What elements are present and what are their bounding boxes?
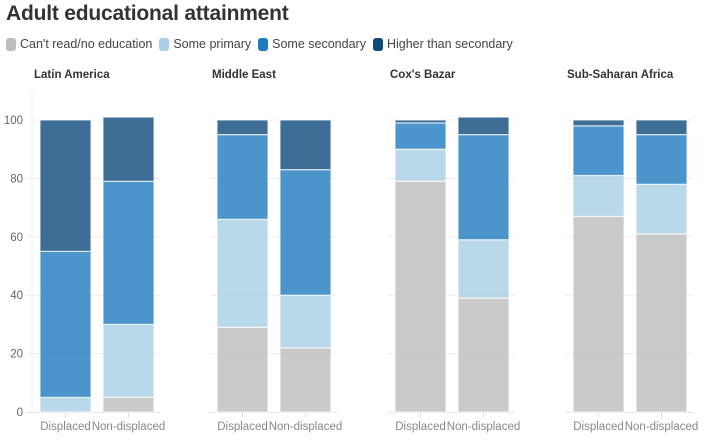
bar-segment — [394, 180, 447, 413]
y-tick-label: 60 — [10, 232, 23, 244]
x-tick-label: Displaced — [573, 421, 624, 433]
panel-title: Sub-Saharan Africa — [567, 69, 674, 81]
x-tick-label: Non-displaced — [625, 421, 699, 433]
bar-segment — [635, 119, 688, 136]
x-tick-label: Non-displaced — [447, 421, 521, 433]
x-tick-label: Non-displaced — [92, 421, 166, 433]
bar-segment — [102, 116, 155, 182]
bar-segment — [39, 396, 92, 413]
bar-segment — [216, 218, 269, 328]
bar-segment — [279, 169, 332, 296]
legend-label: Higher than secondary — [386, 37, 513, 51]
chart-title: Adult educational attainment — [6, 2, 289, 25]
bar-segment — [39, 119, 92, 252]
bar-segment — [216, 119, 269, 136]
bar-segment — [102, 180, 155, 326]
legend-item-higher-than-secondary[interactable]: Higher than secondary — [372, 37, 513, 51]
bar-segment — [279, 119, 332, 171]
panel-title: Latin America — [34, 69, 110, 81]
legend-swatch — [6, 37, 16, 51]
bar-segment — [394, 148, 447, 182]
bar-segment — [457, 239, 510, 299]
bar-segment — [394, 119, 447, 124]
x-tick-label: Displaced — [40, 421, 91, 433]
panel-title: Middle East — [212, 69, 276, 81]
legend-item-no-education[interactable]: Can't read/no education — [6, 37, 152, 51]
bar-segment — [457, 116, 510, 136]
legend-swatch — [258, 37, 269, 51]
legend-label: Some primary — [173, 37, 252, 51]
legend-swatch — [372, 37, 383, 51]
x-tick-label: Non-displaced — [269, 421, 343, 433]
bar-segment — [216, 326, 269, 413]
y-tick-label: 0 — [17, 407, 23, 419]
bar-segment — [279, 347, 332, 413]
bar-segment — [572, 215, 625, 413]
bar-segment — [102, 396, 155, 413]
legend-swatch — [159, 37, 170, 51]
bar-segment — [635, 134, 688, 185]
bar-segment — [635, 183, 688, 235]
legend-item-some-primary[interactable]: Some primary — [159, 37, 251, 51]
legend-item-some-secondary[interactable]: Some secondary — [258, 37, 366, 51]
legend: Can't read/no education Some primary Som… — [6, 37, 520, 51]
y-tick-label: 40 — [10, 290, 23, 302]
bar-segment — [457, 134, 510, 241]
bar-segment — [572, 119, 625, 127]
legend-label: Can't read/no education — [20, 37, 153, 51]
x-tick-label: Displaced — [395, 421, 446, 433]
bar-segment — [216, 134, 269, 220]
legend-label: Some secondary — [272, 37, 366, 51]
x-tick-label: Displaced — [217, 421, 268, 433]
bar-segment — [39, 250, 92, 398]
bar-segment — [394, 122, 447, 150]
bar-segment — [635, 233, 688, 413]
bar-segment — [279, 294, 332, 349]
y-tick-label: 80 — [10, 173, 23, 185]
bar-segment — [102, 323, 155, 398]
bar-segment — [572, 174, 625, 217]
panel-title: Cox's Bazar — [390, 69, 456, 81]
y-tick-label: 20 — [10, 349, 23, 361]
y-tick-label: 100 — [4, 115, 23, 127]
bar-segment — [572, 125, 625, 177]
bar-segment — [457, 297, 510, 413]
